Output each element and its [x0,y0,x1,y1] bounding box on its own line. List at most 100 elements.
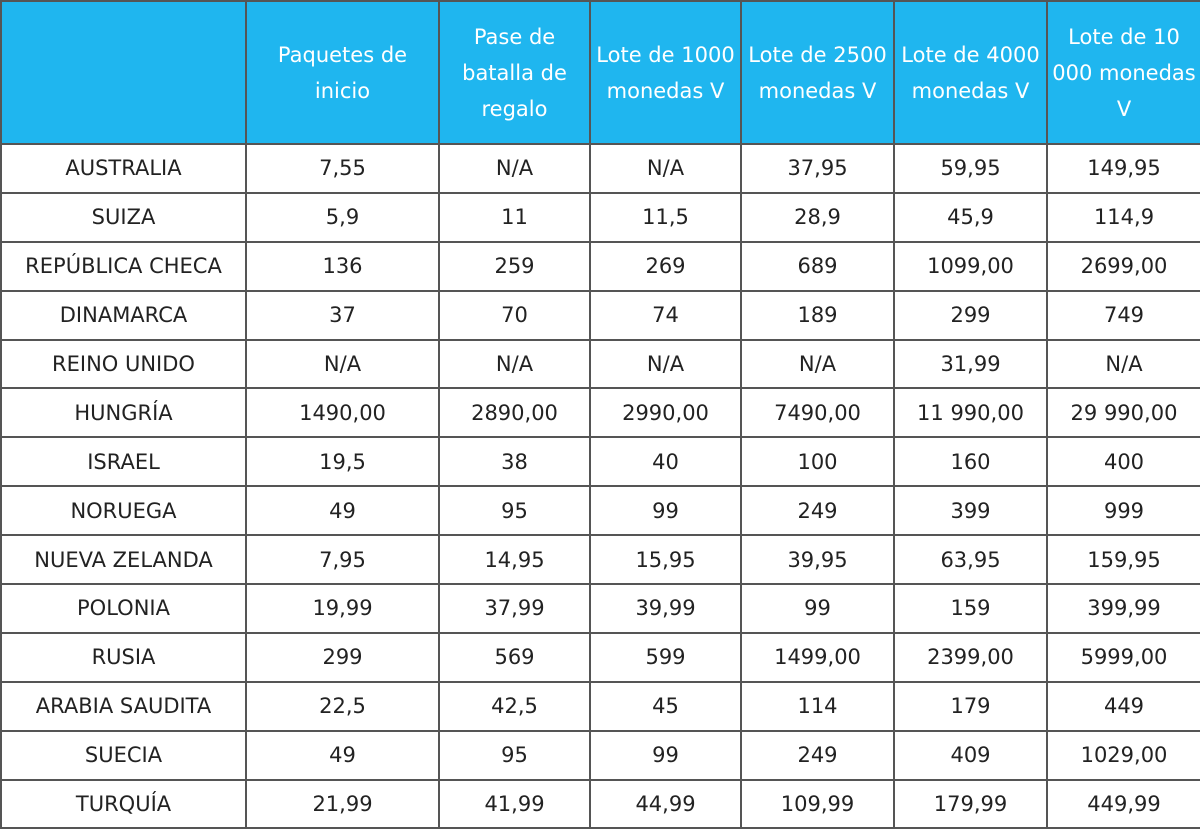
cell-lote-10000: 999 [1046,485,1200,537]
cell-paquetes-de-inicio: 299 [245,631,440,683]
cell-lote-1000: 599 [589,631,742,683]
cell-country: ISRAEL [0,436,247,488]
cell-country: RUSIA [0,631,247,683]
cell-lote-2500: N/A [740,338,895,390]
cell-lote-1000: 74 [589,289,742,341]
cell-paquetes-de-inicio: N/A [245,338,440,390]
table-row: SUECIA 49 95 99 249 409 1029,00 [0,729,1200,781]
cell-pase-de-batalla: 2890,00 [438,387,591,439]
cell-lote-10000: 449 [1046,680,1200,732]
cell-lote-1000: 11,5 [589,191,742,243]
cell-lote-2500: 39,95 [740,534,895,586]
header-paquetes-de-inicio: Paquetes de inicio [245,0,440,145]
cell-pase-de-batalla: 37,99 [438,583,591,634]
table-row: AUSTRALIA 7,55 N/A N/A 37,95 59,95 149,95 [0,143,1200,194]
table-row: ARABIA SAUDITA 22,5 42,5 45 114 179 449 [0,680,1200,732]
cell-lote-2500: 249 [740,729,895,781]
cell-pase-de-batalla: 14,95 [438,534,591,586]
cell-lote-2500: 1499,00 [740,631,895,683]
header-lote-10000: Lote de 10 000 monedas V [1046,0,1200,145]
cell-lote-4000: 399 [893,485,1048,537]
cell-paquetes-de-inicio: 49 [245,485,440,537]
cell-country: DINAMARCA [0,289,247,341]
cell-lote-4000: 31,99 [893,338,1048,390]
table-row: POLONIA 19,99 37,99 39,99 99 159 399,99 [0,583,1200,634]
cell-lote-1000: 2990,00 [589,387,742,439]
cell-paquetes-de-inicio: 7,55 [245,143,440,194]
table-row: NORUEGA 49 95 99 249 399 999 [0,485,1200,537]
cell-lote-1000: 45 [589,680,742,732]
cell-lote-10000: 449,99 [1046,778,1200,830]
cell-lote-4000: 179 [893,680,1048,732]
cell-pase-de-batalla: 70 [438,289,591,341]
cell-lote-10000: 29 990,00 [1046,387,1200,439]
table-row: SUIZA 5,9 11 11,5 28,9 45,9 114,9 [0,191,1200,243]
cell-country: NORUEGA [0,485,247,537]
cell-lote-1000: N/A [589,143,742,194]
cell-lote-2500: 109,99 [740,778,895,830]
table-body: AUSTRALIA 7,55 N/A N/A 37,95 59,95 149,95 SUIZA… [0,143,1200,830]
cell-lote-4000: 45,9 [893,191,1048,243]
cell-paquetes-de-inicio: 7,95 [245,534,440,586]
cell-paquetes-de-inicio: 19,5 [245,436,440,488]
cell-lote-10000: 2699,00 [1046,240,1200,292]
table-row: HUNGRÍA 1490,00 2890,00 2990,00 7490,00 11 99… [0,387,1200,439]
cell-lote-4000: 409 [893,729,1048,781]
cell-country: REINO UNIDO [0,338,247,390]
table-row: REPÚBLICA CHECA 136 259 269 689 1099,00 2699,0… [0,240,1200,292]
cell-pase-de-batalla: 11 [438,191,591,243]
table-row: RUSIA 299 569 599 1499,00 2399,00 5999,00 [0,631,1200,683]
cell-paquetes-de-inicio: 5,9 [245,191,440,243]
cell-lote-2500: 249 [740,485,895,537]
header-lote-1000: Lote de 1000 monedas V [589,0,742,145]
cell-country: NUEVA ZELANDA [0,534,247,586]
cell-lote-10000: 400 [1046,436,1200,488]
cell-lote-2500: 7490,00 [740,387,895,439]
cell-country: TURQUÍA [0,778,247,830]
cell-lote-2500: 189 [740,289,895,341]
cell-lote-4000: 179,99 [893,778,1048,830]
cell-pase-de-batalla: 38 [438,436,591,488]
table-row: TURQUÍA 21,99 41,99 44,99 109,99 179,99 449,99 [0,778,1200,830]
cell-lote-2500: 37,95 [740,143,895,194]
cell-lote-2500: 689 [740,240,895,292]
cell-pase-de-batalla: 569 [438,631,591,683]
cell-lote-10000: 149,95 [1046,143,1200,194]
header-country [0,0,247,145]
cell-lote-1000: 44,99 [589,778,742,830]
cell-paquetes-de-inicio: 37 [245,289,440,341]
cell-lote-10000: N/A [1046,338,1200,390]
cell-lote-4000: 160 [893,436,1048,488]
cell-lote-1000: N/A [589,338,742,390]
table-row: NUEVA ZELANDA 7,95 14,95 15,95 39,95 63,95 159… [0,534,1200,586]
cell-country: REPÚBLICA CHECA [0,240,247,292]
table-row: REINO UNIDO N/A N/A N/A N/A 31,99 N/A [0,338,1200,390]
cell-pase-de-batalla: N/A [438,143,591,194]
cell-lote-10000: 5999,00 [1046,631,1200,683]
cell-lote-1000: 39,99 [589,583,742,634]
cell-paquetes-de-inicio: 19,99 [245,583,440,634]
cell-lote-4000: 1099,00 [893,240,1048,292]
header-lote-4000: Lote de 4000 monedas V [893,0,1048,145]
cell-pase-de-batalla: 41,99 [438,778,591,830]
cell-lote-4000: 159 [893,583,1048,634]
cell-country: SUECIA [0,729,247,781]
cell-lote-10000: 749 [1046,289,1200,341]
cell-lote-4000: 299 [893,289,1048,341]
cell-pase-de-batalla: 42,5 [438,680,591,732]
cell-lote-10000: 159,95 [1046,534,1200,586]
cell-lote-1000: 40 [589,436,742,488]
table-row: DINAMARCA 37 70 74 189 299 749 [0,289,1200,341]
cell-lote-2500: 99 [740,583,895,634]
cell-country: ARABIA SAUDITA [0,680,247,732]
header-lote-2500: Lote de 2500 monedas V [740,0,895,145]
cell-paquetes-de-inicio: 136 [245,240,440,292]
cell-lote-1000: 99 [589,485,742,537]
cell-lote-4000: 11 990,00 [893,387,1048,439]
cell-lote-1000: 15,95 [589,534,742,586]
cell-lote-4000: 59,95 [893,143,1048,194]
cell-paquetes-de-inicio: 49 [245,729,440,781]
cell-pase-de-batalla: 95 [438,485,591,537]
header-row: Paquetes de inicio Pase de batalla de re… [0,0,1200,145]
